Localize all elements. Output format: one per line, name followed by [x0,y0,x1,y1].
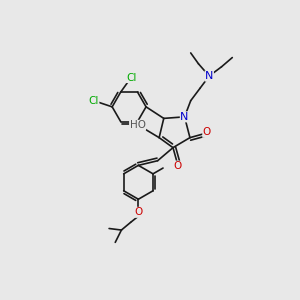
Text: N: N [205,71,213,81]
Text: Cl: Cl [88,96,99,106]
Text: N: N [180,112,189,122]
Text: HO: HO [130,120,146,130]
Text: Cl: Cl [126,73,136,82]
Text: O: O [173,161,182,171]
Text: O: O [134,207,142,217]
Text: O: O [203,127,211,137]
